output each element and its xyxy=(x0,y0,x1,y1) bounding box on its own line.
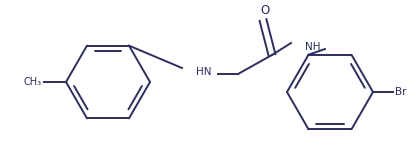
Text: HN: HN xyxy=(195,67,211,77)
Text: NH: NH xyxy=(304,42,320,52)
Text: CH₃: CH₃ xyxy=(24,77,42,87)
Text: Br: Br xyxy=(394,87,406,97)
Text: O: O xyxy=(260,4,269,17)
